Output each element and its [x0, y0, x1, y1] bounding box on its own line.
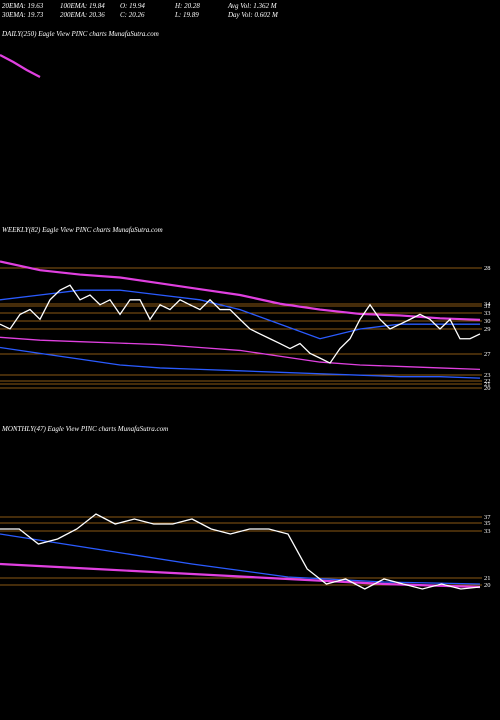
level-label: 35: [484, 520, 491, 527]
stat: O: 19.94: [120, 2, 145, 10]
level-label: 27: [484, 351, 491, 358]
panel-bg: [0, 220, 500, 400]
series-line: [0, 562, 481, 589]
level-label: 23: [484, 372, 491, 379]
panel-label: WEEKLY(82) Eagle View PINC charts Munafa…: [2, 226, 163, 234]
level-label: 34: [484, 301, 491, 308]
series-line: [0, 533, 481, 585]
panel-label: DAILY(250) Eagle View PINC charts Munafa…: [1, 30, 159, 38]
level-label: 33: [484, 310, 491, 317]
stat: C: 20.26: [120, 11, 145, 19]
series-line: [0, 513, 481, 590]
series-line: [0, 336, 481, 371]
level-label: 30: [484, 318, 491, 325]
level-label: 29: [484, 326, 491, 333]
stat: Day Vol: 0.602 M: [227, 11, 279, 19]
level-label: 22: [484, 378, 491, 385]
level-label: 20: [484, 385, 491, 392]
stat: 200EMA: 20.36: [60, 11, 105, 19]
series-line: [0, 346, 481, 379]
stat: Avg Vol: 1.362 M: [227, 2, 278, 10]
panel-label: MONTHLY(47) Eagle View PINC charts Munaf…: [1, 425, 168, 433]
stat: 30EMA: 19.73: [1, 11, 44, 19]
stat: 100EMA: 19.84: [60, 2, 105, 10]
series-line: [0, 284, 481, 364]
series-line: [0, 260, 481, 321]
stat: H: 20.28: [174, 2, 200, 10]
stat: 20EMA: 19.63: [2, 2, 44, 10]
level-label: 20: [484, 582, 491, 589]
stat: L: 19.89: [174, 11, 199, 19]
level-label: 31: [484, 303, 491, 310]
level-label: 21: [484, 575, 491, 582]
level-label: 28: [484, 265, 491, 272]
level-label: 37: [484, 514, 491, 521]
series-line: [0, 54, 41, 78]
level-label: 33: [484, 528, 491, 535]
panel-bg: [0, 435, 500, 600]
level-label: 21: [484, 381, 491, 388]
